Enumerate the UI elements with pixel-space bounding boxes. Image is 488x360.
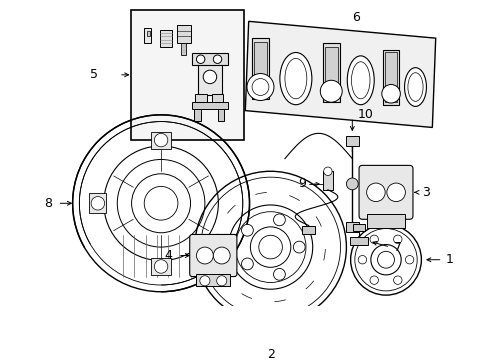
Bar <box>366 214 404 228</box>
Bar <box>130 9 244 140</box>
Bar <box>211 94 223 102</box>
Circle shape <box>320 80 342 102</box>
Text: 1: 1 <box>445 253 453 266</box>
Circle shape <box>323 167 331 175</box>
Bar <box>349 237 367 246</box>
Text: 3: 3 <box>421 186 428 199</box>
Circle shape <box>154 260 167 273</box>
Text: 5: 5 <box>89 68 98 81</box>
Ellipse shape <box>404 68 426 107</box>
Bar <box>253 41 266 95</box>
Circle shape <box>213 55 221 63</box>
Bar <box>151 258 171 275</box>
Bar <box>160 30 172 46</box>
Bar <box>181 43 186 55</box>
Circle shape <box>203 70 216 84</box>
Bar <box>217 109 224 121</box>
Text: 7: 7 <box>393 240 401 253</box>
Circle shape <box>405 256 413 264</box>
Text: 8: 8 <box>44 197 52 210</box>
Circle shape <box>386 183 405 202</box>
Circle shape <box>196 247 213 264</box>
Polygon shape <box>245 21 435 127</box>
Ellipse shape <box>279 53 311 105</box>
Circle shape <box>154 133 167 147</box>
Bar <box>194 109 200 121</box>
Text: 6: 6 <box>352 12 360 24</box>
Text: 4: 4 <box>164 249 172 262</box>
Circle shape <box>369 235 378 243</box>
Circle shape <box>358 256 366 264</box>
Bar <box>302 225 315 234</box>
Circle shape <box>200 276 209 286</box>
Circle shape <box>216 276 226 286</box>
FancyBboxPatch shape <box>189 234 236 276</box>
Bar <box>194 94 206 102</box>
Circle shape <box>346 178 358 190</box>
Circle shape <box>273 214 285 226</box>
Bar <box>352 224 364 231</box>
FancyBboxPatch shape <box>358 165 412 219</box>
Bar <box>144 28 151 43</box>
Text: 9: 9 <box>297 177 305 190</box>
Bar <box>385 53 396 102</box>
Text: 10: 10 <box>357 108 372 121</box>
Circle shape <box>273 269 285 280</box>
Circle shape <box>246 73 273 100</box>
Circle shape <box>369 276 378 284</box>
Text: 2: 2 <box>266 348 274 360</box>
Bar <box>146 31 150 36</box>
Bar <box>251 38 268 99</box>
Circle shape <box>213 247 230 264</box>
Circle shape <box>241 224 253 236</box>
Ellipse shape <box>346 56 373 105</box>
Circle shape <box>196 55 204 63</box>
Circle shape <box>393 276 401 284</box>
Bar <box>192 102 227 109</box>
Bar <box>198 58 221 95</box>
Bar <box>177 25 190 43</box>
Circle shape <box>366 183 385 202</box>
Circle shape <box>293 241 305 253</box>
Bar <box>151 132 171 149</box>
Circle shape <box>381 85 400 103</box>
Circle shape <box>241 258 253 270</box>
Bar <box>322 171 332 190</box>
Bar <box>322 43 339 102</box>
Bar <box>89 193 106 213</box>
Bar <box>383 50 398 105</box>
Circle shape <box>393 235 401 243</box>
Bar <box>345 222 358 232</box>
Bar <box>192 53 227 65</box>
Bar <box>345 136 358 146</box>
Bar <box>196 274 230 286</box>
Circle shape <box>91 197 104 210</box>
Bar <box>324 46 337 99</box>
